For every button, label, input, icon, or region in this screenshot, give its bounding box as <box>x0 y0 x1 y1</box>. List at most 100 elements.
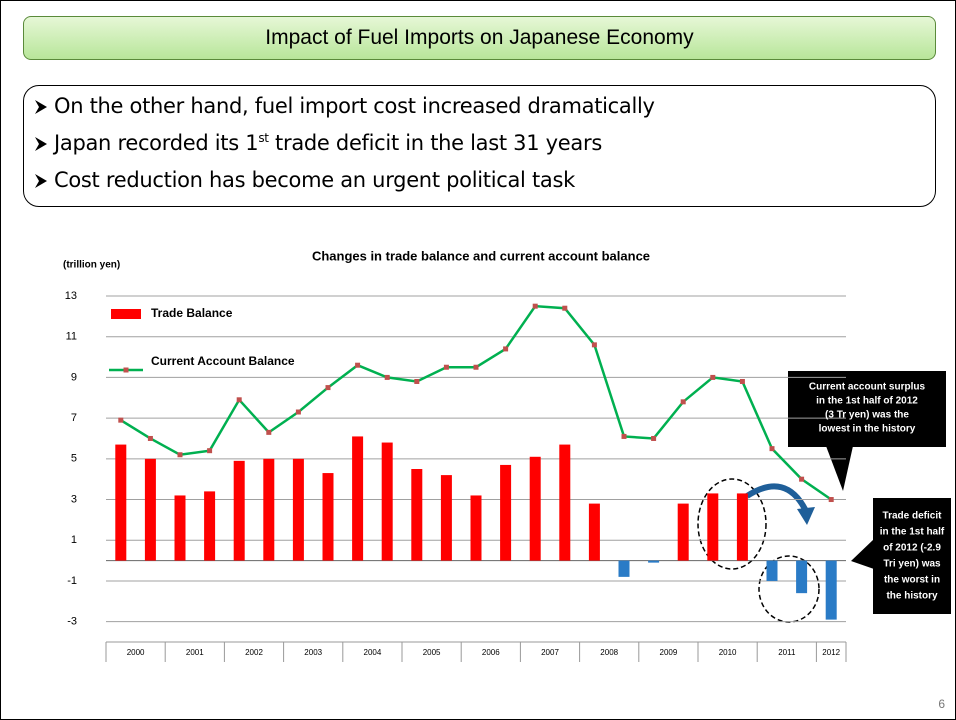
bar <box>559 444 571 561</box>
callout-text: Trade deficit <box>883 511 943 522</box>
callout-text: Tri yen) was <box>883 559 941 570</box>
x-tick-label: 2006 <box>482 648 500 657</box>
bar <box>322 473 334 561</box>
bullet: Cost reduction has become an urgent poli… <box>34 168 575 192</box>
bar <box>115 444 127 561</box>
slide-title: Impact of Fuel Imports on Japanese Econo… <box>23 16 936 60</box>
bullet-box: On the other hand, fuel import cost incr… <box>23 85 936 207</box>
chart-title: Changes in trade balance and current acc… <box>312 248 650 263</box>
line-marker <box>503 346 509 352</box>
y-tick-label: -1 <box>67 575 77 587</box>
line-marker <box>443 364 449 370</box>
callout-text: in the 1st half of 2012 <box>816 396 918 407</box>
callout-text: of 2012 (-2.9 <box>883 543 941 554</box>
legend-label: Trade Balance <box>151 306 233 320</box>
page-number: 6 <box>938 697 945 711</box>
bullet-text: On the other hand, fuel import cost incr… <box>54 94 655 118</box>
x-tick-label: 2004 <box>364 648 382 657</box>
x-tick-label: 2011 <box>778 648 796 657</box>
line-marker <box>325 385 331 391</box>
bar <box>470 495 482 561</box>
line-marker <box>384 374 390 380</box>
line-marker <box>177 452 183 458</box>
y-axis-label: (trillion yen) <box>63 260 120 271</box>
callout-text: (3 Tr yen) was the <box>825 410 909 421</box>
y-tick-label: 5 <box>71 453 77 465</box>
legend-label: Current Account Balance <box>151 354 295 368</box>
bullet: Japan recorded its 1st trade deficit in … <box>34 131 602 155</box>
line-marker <box>710 374 716 380</box>
line-marker <box>118 417 124 423</box>
line-marker <box>562 305 568 311</box>
bullet-text: Cost reduction has become an urgent poli… <box>54 168 575 192</box>
bullet-arrow <box>35 174 47 188</box>
line-marker <box>473 364 479 370</box>
line-marker <box>591 342 597 348</box>
bar <box>292 458 304 561</box>
arrow-head <box>797 507 815 525</box>
callout-pointer <box>851 539 874 569</box>
x-tick-label: 2012 <box>822 648 840 657</box>
y-tick-label: -3 <box>67 616 77 628</box>
line-marker <box>769 446 775 452</box>
line-marker <box>207 448 213 454</box>
x-tick-label: 2007 <box>541 648 559 657</box>
y-tick-label: 7 <box>71 412 77 424</box>
callout-pointer <box>826 446 853 491</box>
callout-text: the history <box>886 591 938 602</box>
x-tick-label: 2000 <box>127 648 145 657</box>
legend-marker <box>123 367 129 373</box>
y-tick-label: 11 <box>66 331 77 343</box>
bullet-text: trade deficit in the last 31 years <box>268 131 602 155</box>
x-tick-label: 2010 <box>719 648 737 657</box>
y-tick-label: 13 <box>65 290 77 302</box>
line-marker <box>295 409 301 415</box>
bar <box>204 491 216 561</box>
line-marker <box>680 399 686 405</box>
y-tick-label: 3 <box>71 493 77 505</box>
bullet-arrow <box>35 100 47 114</box>
line-marker <box>147 435 153 441</box>
curved-arrow <box>745 483 809 513</box>
legend-swatch <box>111 309 141 319</box>
bar <box>796 560 808 594</box>
bullet-text: Japan recorded its 1 <box>54 131 259 155</box>
callout-text: the worst in <box>884 575 940 586</box>
line-marker <box>266 429 272 435</box>
bar <box>529 456 541 561</box>
x-tick-label: 2008 <box>600 648 618 657</box>
bar <box>766 560 778 581</box>
y-tick-label: 1 <box>71 534 77 546</box>
x-tick-label: 2005 <box>423 648 441 657</box>
bar <box>825 560 837 620</box>
callout-box <box>788 371 946 447</box>
highlight-circle <box>697 478 767 570</box>
bullet-superscript: st <box>258 131 269 145</box>
x-tick-label: 2002 <box>245 648 263 657</box>
bar <box>500 464 512 561</box>
line-marker <box>799 476 805 482</box>
x-tick-label: 2009 <box>660 648 678 657</box>
bullet: On the other hand, fuel import cost incr… <box>34 94 655 118</box>
bar <box>618 560 630 577</box>
bar <box>677 503 689 561</box>
bar <box>263 458 275 561</box>
line-marker <box>828 497 834 503</box>
y-tick-label: 9 <box>71 371 77 383</box>
line-marker <box>739 378 745 384</box>
bar <box>381 442 393 561</box>
line-marker <box>355 362 361 368</box>
bullet-arrow <box>35 137 47 151</box>
bar <box>440 475 452 561</box>
bar <box>648 560 660 563</box>
callout-box <box>873 498 951 614</box>
bar <box>588 503 600 561</box>
callout-text: Current account surplus <box>809 382 926 393</box>
bar <box>411 469 423 561</box>
callout-text: lowest in the history <box>819 424 916 435</box>
line-marker <box>621 433 627 439</box>
x-tick-label: 2003 <box>304 648 322 657</box>
line-marker <box>236 397 242 403</box>
